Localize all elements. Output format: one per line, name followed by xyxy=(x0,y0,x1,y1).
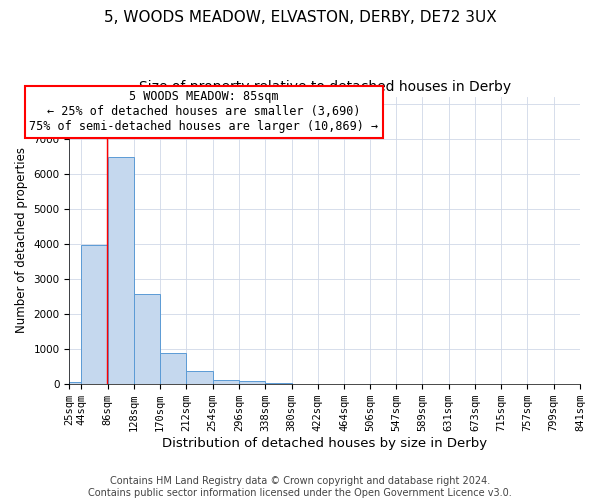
Bar xyxy=(212,380,239,384)
Bar xyxy=(187,371,212,384)
Title: Size of property relative to detached houses in Derby: Size of property relative to detached ho… xyxy=(139,80,511,94)
Bar xyxy=(265,383,292,384)
Bar xyxy=(81,244,107,384)
Bar xyxy=(239,382,265,384)
Text: Contains HM Land Registry data © Crown copyright and database right 2024.
Contai: Contains HM Land Registry data © Crown c… xyxy=(88,476,512,498)
Text: 5, WOODS MEADOW, ELVASTON, DERBY, DE72 3UX: 5, WOODS MEADOW, ELVASTON, DERBY, DE72 3… xyxy=(104,10,496,25)
X-axis label: Distribution of detached houses by size in Derby: Distribution of detached houses by size … xyxy=(162,437,487,450)
Bar xyxy=(107,157,134,384)
Y-axis label: Number of detached properties: Number of detached properties xyxy=(15,148,28,334)
Bar xyxy=(134,294,160,384)
Bar xyxy=(160,352,187,384)
Text: 5 WOODS MEADOW: 85sqm
← 25% of detached houses are smaller (3,690)
75% of semi-d: 5 WOODS MEADOW: 85sqm ← 25% of detached … xyxy=(29,90,379,134)
Bar xyxy=(70,382,95,384)
